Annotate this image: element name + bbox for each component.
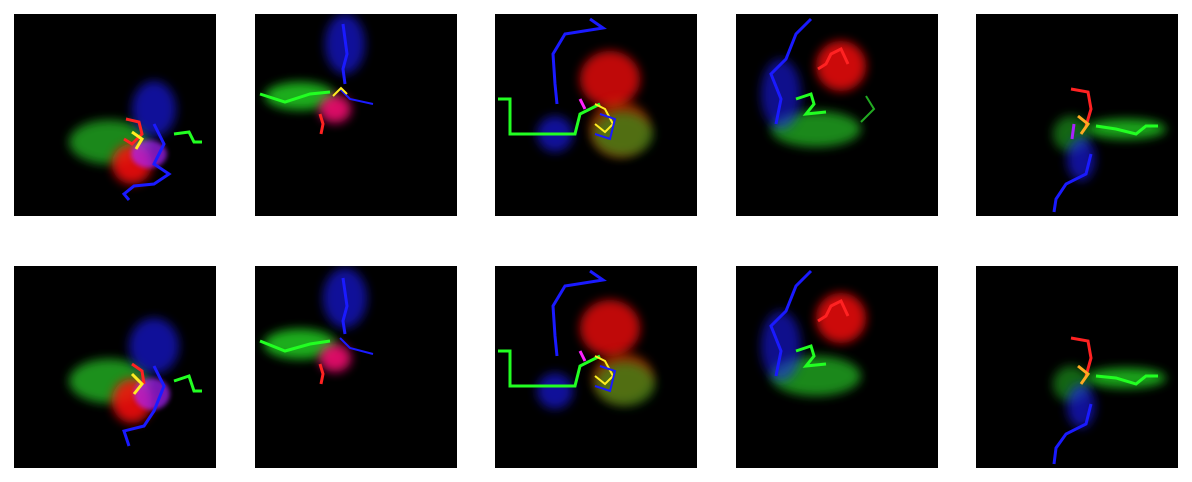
trajectory-image (1052, 87, 1166, 213)
trajectory-image (1052, 336, 1166, 465)
panel-r2-c2 (255, 266, 457, 468)
panel-r1-c2 (255, 14, 457, 216)
panel-r2-c5 (976, 266, 1178, 468)
trajectory-image (761, 17, 876, 147)
trajectory-image (498, 269, 655, 409)
panel-r2-c4 (736, 266, 938, 468)
trajectory-image (761, 269, 866, 396)
panel-r1-c5 (976, 14, 1178, 216)
panel-r1-c4 (736, 14, 938, 216)
panel-r2-c3 (495, 266, 697, 468)
trajectory-image (498, 17, 653, 157)
trajectory-image (259, 14, 374, 135)
panel-r1-c3 (495, 14, 697, 216)
panel-r2-c1 (14, 266, 216, 468)
trajectory-image (259, 268, 374, 385)
trajectory-image (69, 81, 202, 201)
panel-r1-c1 (14, 14, 216, 216)
trajectory-image (69, 318, 202, 447)
